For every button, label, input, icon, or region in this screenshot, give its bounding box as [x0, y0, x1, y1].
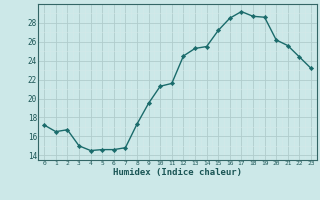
X-axis label: Humidex (Indice chaleur): Humidex (Indice chaleur) — [113, 168, 242, 177]
